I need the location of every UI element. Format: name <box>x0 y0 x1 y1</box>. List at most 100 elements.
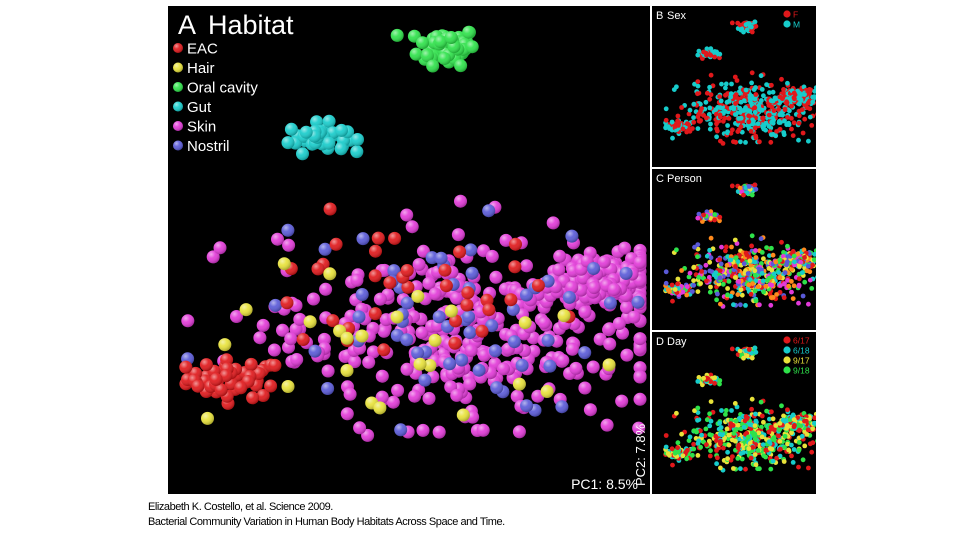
point-highlight <box>540 385 554 398</box>
point <box>731 139 736 145</box>
point <box>748 426 754 431</box>
point-highlight <box>607 283 621 296</box>
point <box>726 279 732 284</box>
panel-a-title: Habitat <box>208 10 294 40</box>
point <box>749 355 755 361</box>
point <box>698 101 703 107</box>
point <box>813 411 816 417</box>
point <box>744 353 750 359</box>
point <box>752 431 758 437</box>
point <box>796 440 802 445</box>
point <box>735 129 741 134</box>
point <box>752 345 758 351</box>
point <box>785 243 790 249</box>
point-highlight <box>507 335 521 349</box>
point <box>777 257 783 263</box>
point <box>773 423 779 428</box>
point <box>724 426 730 432</box>
point <box>713 433 719 439</box>
point <box>770 416 776 422</box>
point-highlight <box>400 296 414 310</box>
point <box>726 442 732 448</box>
point <box>763 283 769 289</box>
point-highlight <box>411 289 425 303</box>
point <box>725 456 730 461</box>
point <box>750 445 755 450</box>
point <box>809 449 815 455</box>
point <box>805 427 811 433</box>
point <box>770 132 776 137</box>
point <box>785 115 790 120</box>
point <box>779 239 784 245</box>
point <box>741 98 747 104</box>
point <box>759 98 764 103</box>
point <box>695 52 701 58</box>
point <box>675 281 680 287</box>
point <box>687 270 693 276</box>
point-highlight <box>199 358 213 372</box>
point <box>768 302 774 308</box>
point <box>720 445 726 451</box>
point-highlight <box>173 82 183 92</box>
point-highlight <box>454 194 467 208</box>
point-highlight <box>214 383 228 397</box>
point <box>749 396 755 402</box>
point-highlight <box>578 381 592 395</box>
point-highlight <box>239 303 253 317</box>
point-highlight <box>515 358 529 372</box>
point <box>723 81 729 87</box>
point <box>785 407 790 413</box>
point-highlight <box>453 245 467 259</box>
point <box>782 281 787 287</box>
point <box>811 94 816 100</box>
point <box>736 116 742 121</box>
point-highlight <box>401 280 415 294</box>
point-highlight <box>390 28 404 42</box>
point <box>703 426 709 432</box>
point-highlight <box>490 381 504 395</box>
point-highlight <box>218 338 232 352</box>
point <box>704 90 710 96</box>
point <box>741 29 746 35</box>
point <box>695 405 701 411</box>
point <box>761 289 767 295</box>
point <box>802 116 808 122</box>
point-highlight <box>366 345 380 359</box>
point <box>773 259 779 265</box>
point <box>777 126 783 132</box>
point <box>802 418 807 424</box>
point <box>789 453 794 459</box>
point-highlight <box>353 421 367 435</box>
point-highlight <box>565 281 579 294</box>
point-highlight <box>244 357 258 371</box>
point <box>733 92 739 97</box>
point <box>715 455 720 461</box>
point <box>732 275 738 280</box>
point-highlight <box>426 59 440 73</box>
point <box>799 107 805 112</box>
panel-b-title: Sex <box>667 10 686 22</box>
point-highlight <box>439 279 453 293</box>
point <box>728 94 734 100</box>
point-highlight <box>603 337 617 351</box>
point-highlight <box>449 314 462 328</box>
point <box>707 268 713 274</box>
point <box>800 457 806 463</box>
point-highlight <box>390 310 404 324</box>
point-highlight <box>319 282 333 296</box>
point <box>752 19 758 25</box>
point <box>757 302 762 308</box>
point-highlight <box>400 362 414 376</box>
point <box>696 211 702 217</box>
point <box>718 425 724 430</box>
point <box>717 431 723 437</box>
point <box>796 447 802 453</box>
point <box>770 252 776 258</box>
point-highlight <box>383 276 397 290</box>
point-highlight <box>377 324 391 338</box>
point-highlight <box>416 36 429 50</box>
point <box>778 446 783 452</box>
point-highlight <box>387 264 401 278</box>
point <box>812 415 816 421</box>
legend-label: 9/18 <box>793 366 810 376</box>
